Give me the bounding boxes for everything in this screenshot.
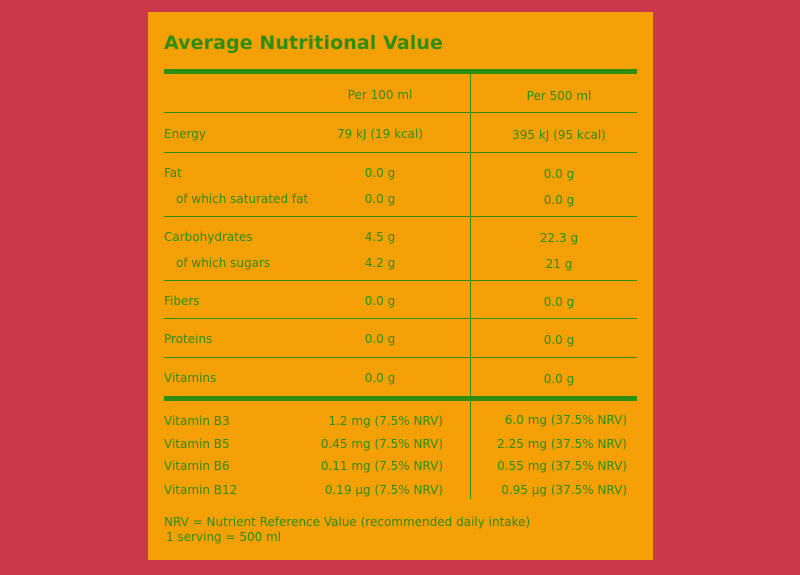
- row-label-vitamins: Vitamins: [164, 371, 217, 385]
- vitamin-per100-b6: 0.11 mg (7.5% NRV): [320, 459, 443, 473]
- row-per100-proteins: 0.0 g: [364, 332, 396, 346]
- row-per100-energy: 79 kJ (19 kcal): [336, 127, 424, 141]
- row-per500-carbohydrates: 22.3 g: [539, 231, 579, 245]
- row-per500-vitamins: 0.0 g: [543, 372, 575, 386]
- row-label-sugars: of which sugars: [176, 256, 271, 270]
- row-divider: [164, 112, 637, 113]
- row-per100-saturated-fat: 0.0 g: [364, 192, 396, 206]
- vitamin-label-b5: Vitamin B5: [164, 437, 230, 451]
- row-per100-fibers: 0.0 g: [364, 294, 396, 308]
- row-label-carbohydrates: Carbohydrates: [164, 230, 253, 244]
- header-per100: Per 100 ml: [347, 88, 413, 102]
- row-per500-saturated-fat: 0.0 g: [543, 193, 575, 207]
- row-label-energy: Energy: [164, 127, 207, 141]
- header-top-rule: [164, 69, 637, 74]
- vitamin-label-b6: Vitamin B6: [164, 459, 230, 473]
- footnote-serving: 1 serving = 500 ml: [166, 530, 282, 544]
- column-divider-bottom: [470, 401, 471, 499]
- vitamin-label-b3: Vitamin B3: [164, 414, 230, 428]
- row-label-fibers: Fibers: [164, 294, 200, 308]
- nutrition-title: Average Nutritional Value: [164, 32, 444, 54]
- vitamin-per500-b3: 6.0 mg (37.5% NRV): [504, 413, 627, 427]
- row-per100-vitamins: 0.0 g: [364, 371, 396, 385]
- row-divider: [164, 216, 637, 217]
- vitamin-per500-b12: 0.95 µg (37.5% NRV): [501, 483, 627, 497]
- row-per500-fat: 0.0 g: [543, 167, 575, 181]
- header-per500: Per 500 ml: [526, 89, 592, 103]
- vitamin-label-b12: Vitamin B12: [164, 483, 238, 497]
- vitamin-per100-b5: 0.45 mg (7.5% NRV): [320, 437, 443, 451]
- row-per500-energy: 395 kJ (95 kcal): [512, 128, 606, 142]
- column-divider-top: [470, 74, 471, 398]
- row-divider: [164, 280, 637, 281]
- nutrition-panel: Average Nutritional Value Per 100 ml Per…: [148, 12, 653, 560]
- row-per100-carbohydrates: 4.5 g: [364, 230, 396, 244]
- row-divider: [164, 357, 637, 358]
- vitamin-per500-b6: 0.55 mg (37.5% NRV): [497, 459, 627, 473]
- row-per500-sugars: 21 g: [545, 257, 573, 271]
- row-divider: [164, 318, 637, 319]
- vitamin-per100-b3: 1.2 mg (7.5% NRV): [328, 414, 443, 428]
- vitamin-per100-b12: 0.19 µg (7.5% NRV): [324, 483, 443, 497]
- row-per500-fibers: 0.0 g: [543, 295, 575, 309]
- row-per100-sugars: 4.2 g: [364, 256, 396, 270]
- row-label-proteins: Proteins: [164, 332, 213, 346]
- row-per500-proteins: 0.0 g: [543, 333, 575, 347]
- row-label-fat: Fat: [164, 166, 182, 180]
- vitamins-section-rule: [164, 396, 637, 401]
- row-label-saturated-fat: of which saturated fat: [176, 192, 309, 206]
- vitamin-per500-b5: 2.25 mg (37.5% NRV): [497, 437, 627, 451]
- row-divider: [164, 152, 637, 153]
- footnote-nrv: NRV = Nutrient Reference Value (recommen…: [164, 515, 531, 529]
- row-per100-fat: 0.0 g: [364, 166, 396, 180]
